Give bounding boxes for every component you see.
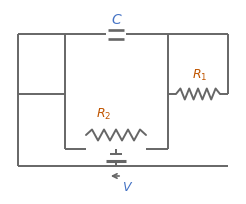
Text: $R_2$: $R_2$	[96, 106, 112, 121]
Text: $V$: $V$	[122, 180, 133, 193]
Text: $R_1$: $R_1$	[192, 68, 208, 83]
Text: $C$: $C$	[111, 13, 123, 27]
